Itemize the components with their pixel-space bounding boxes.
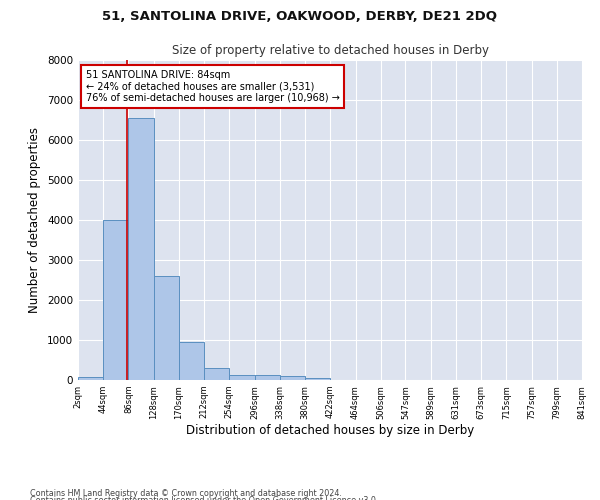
Y-axis label: Number of detached properties: Number of detached properties xyxy=(28,127,41,313)
Bar xyxy=(204,368,229,380)
X-axis label: Distribution of detached houses by size in Derby: Distribution of detached houses by size … xyxy=(186,424,474,438)
Bar xyxy=(128,118,154,380)
Bar xyxy=(179,342,204,380)
Text: 51, SANTOLINA DRIVE, OAKWOOD, DERBY, DE21 2DQ: 51, SANTOLINA DRIVE, OAKWOOD, DERBY, DE2… xyxy=(103,10,497,23)
Title: Size of property relative to detached houses in Derby: Size of property relative to detached ho… xyxy=(172,44,488,58)
Bar xyxy=(103,220,128,380)
Bar xyxy=(254,375,280,380)
Text: 51 SANTOLINA DRIVE: 84sqm
← 24% of detached houses are smaller (3,531)
76% of se: 51 SANTOLINA DRIVE: 84sqm ← 24% of detac… xyxy=(86,70,340,103)
Text: Contains HM Land Registry data © Crown copyright and database right 2024.: Contains HM Land Registry data © Crown c… xyxy=(30,488,342,498)
Text: Contains public sector information licensed under the Open Government Licence v3: Contains public sector information licen… xyxy=(30,496,379,500)
Bar xyxy=(280,376,305,380)
Bar xyxy=(78,377,103,380)
Bar xyxy=(229,375,254,380)
Bar xyxy=(154,276,179,380)
Bar xyxy=(305,378,331,380)
